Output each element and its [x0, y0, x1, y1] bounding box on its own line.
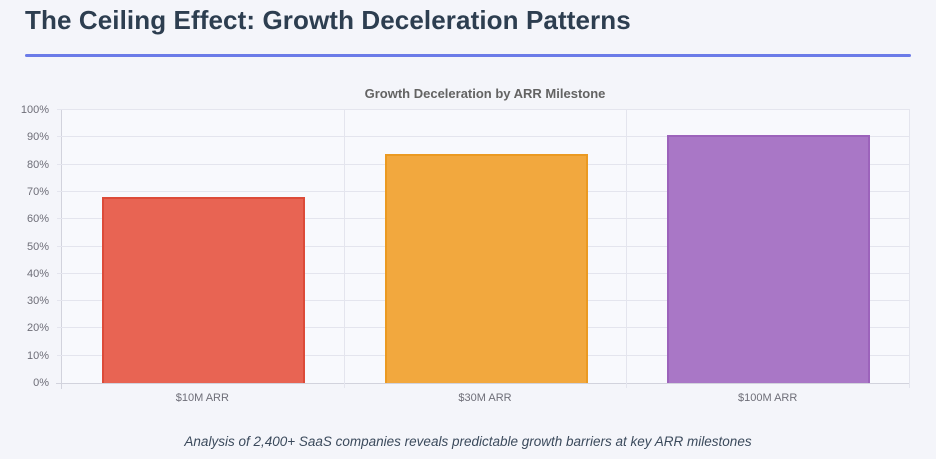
- x-label-30m-arr: $30M ARR: [458, 392, 512, 404]
- y-tick-label-80: 80%: [26, 158, 49, 171]
- x-label-100m-arr: $100M ARR: [738, 392, 798, 404]
- y-tick-label-30: 30%: [26, 295, 49, 308]
- y-tick-label-70: 70%: [26, 185, 49, 198]
- gridline-v-1: [343, 110, 345, 388]
- gridline-h-90: [57, 136, 910, 138]
- gridline-h-100: [57, 109, 910, 110]
- bar-100m-arr: [667, 134, 871, 383]
- y-tick-label-40: 40%: [26, 267, 49, 280]
- y-tick-label-0: 0%: [33, 377, 49, 389]
- gridline-v-3: [909, 110, 910, 388]
- bar-10m-arr: [101, 197, 305, 383]
- y-tick-label-10: 10%: [26, 349, 49, 362]
- y-tick-label-20: 20%: [26, 322, 49, 335]
- page-title: The Ceiling Effect: Growth Deceleration …: [25, 5, 631, 35]
- bar-30m-arr: [384, 153, 588, 383]
- chart-caption: Analysis of 2,400+ SaaS companies reveal…: [184, 434, 752, 449]
- y-tick-label-100: 100%: [20, 104, 49, 116]
- y-tick-label-90: 90%: [26, 131, 49, 144]
- plot-area: [56, 109, 910, 389]
- y-axis-labels: 0% 10% 20% 30% 40% 50% 60% 70% 80% 90% 100%: [0, 104, 55, 389]
- x-axis-labels: $10M ARR $30M ARR $100M ARR: [61, 392, 909, 404]
- x-label-10m-arr: $10M ARR: [175, 392, 229, 404]
- title-underline: [25, 54, 911, 57]
- chart-title: Growth Deceleration by ARR Milestone: [364, 86, 606, 101]
- gridline-v-2: [626, 110, 628, 388]
- y-tick-label-60: 60%: [26, 213, 49, 226]
- y-tick-label-50: 50%: [26, 240, 49, 253]
